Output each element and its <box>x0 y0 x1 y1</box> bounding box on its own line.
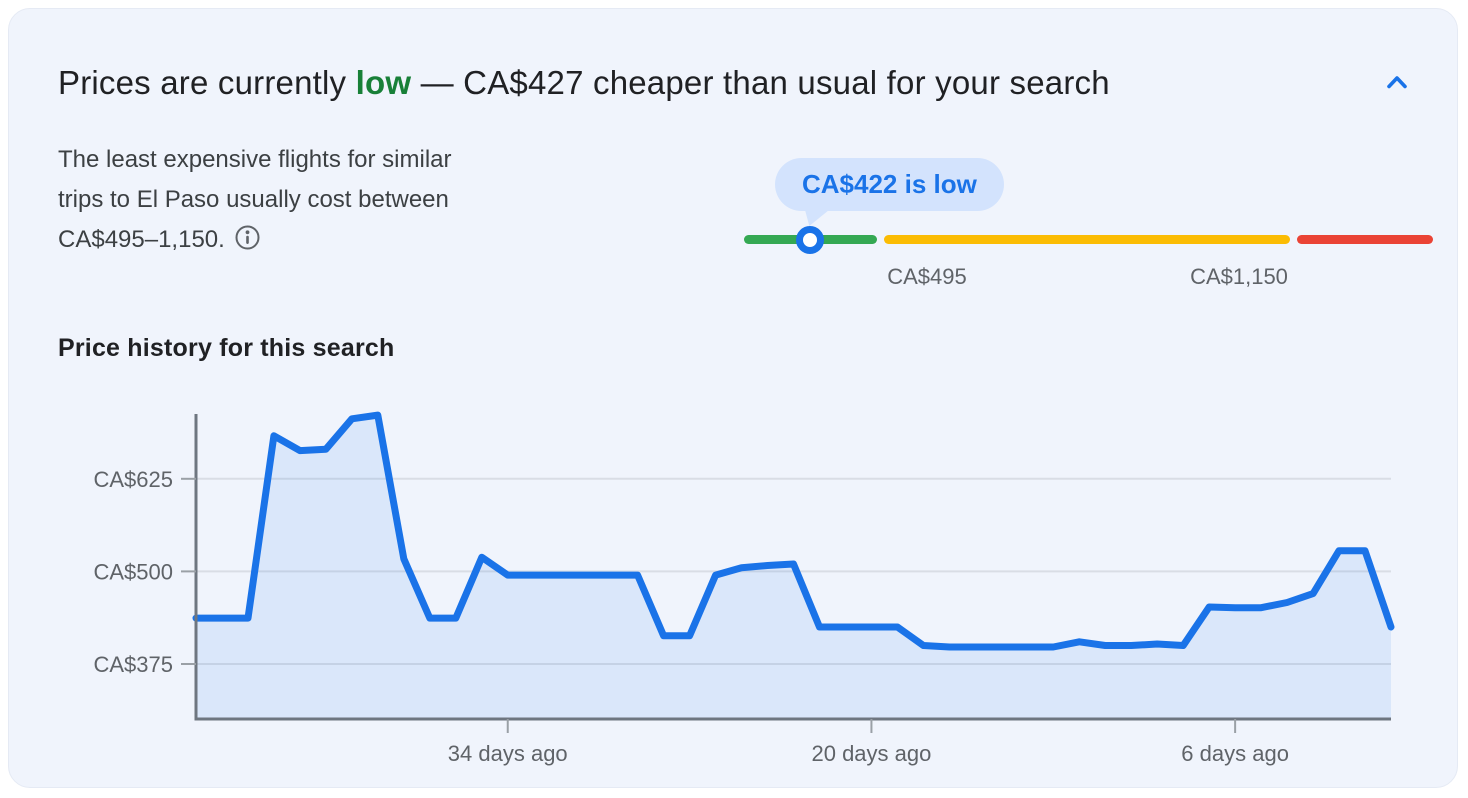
price-range-description: The least expensive flights for similar … <box>58 140 618 264</box>
current-price-marker <box>796 226 824 254</box>
title-prefix: Prices are currently <box>58 64 356 101</box>
title-suffix: — CA$427 cheaper than usual for your sea… <box>411 64 1110 101</box>
page-title: Prices are currently low — CA$427 cheape… <box>58 61 1338 105</box>
price-insights-panel: Prices are currently low — CA$427 cheape… <box>8 8 1458 788</box>
chart-price-line <box>192 411 1395 651</box>
y-axis-tick-label: CA$500 <box>93 559 173 584</box>
chart-y-axis-labels: CA$625 CA$500 CA$375 <box>93 467 196 677</box>
x-axis-tick-label: 20 days ago <box>811 741 931 766</box>
x-axis-tick-label: 6 days ago <box>1181 741 1289 766</box>
current-price-tooltip: CA$422 is low <box>775 158 1004 211</box>
info-icon[interactable] <box>234 224 261 264</box>
description-line: The least expensive flights for similar <box>58 146 452 173</box>
chevron-up-icon <box>1378 64 1416 103</box>
price-status-low: low <box>355 64 412 101</box>
chart-axes <box>194 414 1391 721</box>
price-history-heading: Price history for this search <box>58 334 395 362</box>
range-high-label: CA$1,150 <box>1190 264 1288 289</box>
description-line: trips to El Paso usually cost between <box>58 186 449 213</box>
price-history-chart-container: CA$625 CA$500 CA$375 34 days ago 20 days ago… <box>69 404 1439 779</box>
description-line: CA$495–1,150. <box>58 220 618 264</box>
y-axis-tick-label: CA$625 <box>93 467 173 492</box>
tooltip-tail <box>805 210 829 226</box>
x-axis-tick-label: 34 days ago <box>448 741 568 766</box>
chart-x-axis-labels: 34 days ago 20 days ago 6 days ago <box>448 719 1289 766</box>
price-history-chart: CA$625 CA$500 CA$375 34 days ago 20 days ago… <box>93 411 1395 766</box>
y-axis-tick-label: CA$375 <box>93 652 173 677</box>
price-track-typical-segment <box>884 235 1290 244</box>
range-low-label: CA$495 <box>887 264 967 289</box>
collapse-panel-button[interactable] <box>1373 61 1421 105</box>
price-track-high-segment <box>1297 235 1433 244</box>
